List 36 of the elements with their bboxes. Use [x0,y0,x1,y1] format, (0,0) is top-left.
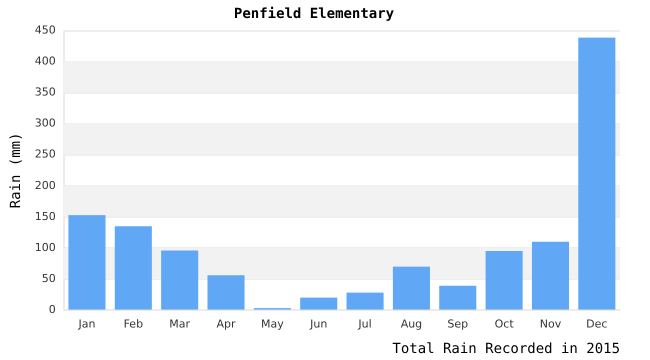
bar [392,266,430,310]
y-tick-label: 350 [34,86,56,99]
x-tick-label: Dec [586,317,608,330]
y-tick-label: 200 [34,178,56,192]
x-tick-label: Oct [494,317,514,330]
bar [161,250,198,310]
x-tick-label: Jul [357,317,372,330]
x-axis-title: Total Rain Recorded in 2015 [392,341,620,358]
bar [346,292,384,310]
y-tick-label: 300 [34,116,56,130]
x-tick-label: Sep [447,317,468,330]
x-tick-label: Feb [124,317,144,330]
chart-title: Penfield Elementary [234,6,395,22]
x-tick-label: Mar [169,317,191,330]
y-tick-label: 100 [34,240,56,254]
y-tick-label: 400 [34,54,56,68]
bar [68,215,106,310]
x-tick-label: Jun [309,317,328,330]
y-axis-title: Rain (mm) [8,132,24,208]
bar [532,242,570,310]
y-tick-label: 0 [48,302,56,316]
y-tick-label: 450 [34,24,56,37]
bar [114,226,152,310]
bar [486,251,523,310]
bar [439,286,476,310]
x-tick-label: Apr [216,317,236,330]
bar [578,38,616,310]
y-tick-label: 250 [34,148,56,161]
x-tick-label: May [260,317,284,330]
y-tick-label: 50 [42,272,56,285]
bar [207,275,245,310]
bar [300,298,338,310]
y-tick-label: 150 [34,210,56,223]
x-tick-label: Jan [77,317,96,330]
x-tick-label: Nov [540,317,562,330]
x-tick-label: Aug [400,317,422,330]
